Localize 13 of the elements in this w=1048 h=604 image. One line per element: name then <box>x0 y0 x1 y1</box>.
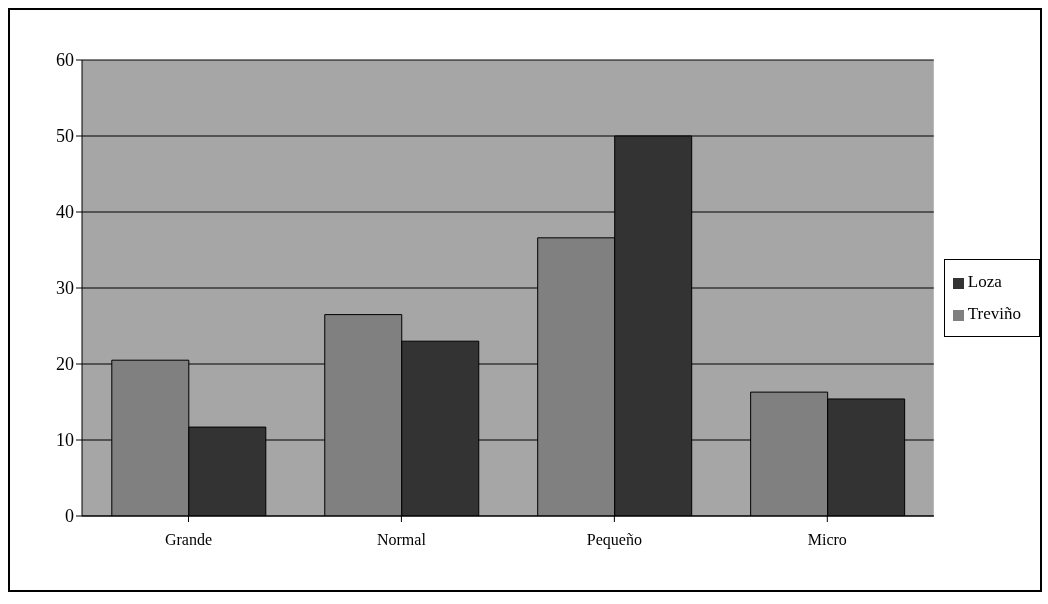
y-tick-label: 20 <box>56 354 74 375</box>
y-tick-label: 0 <box>65 506 74 527</box>
y-tick-label: 40 <box>56 202 74 223</box>
x-tick-label: Normal <box>376 531 427 549</box>
x-tick-label: Micro <box>807 531 847 549</box>
legend-label: Treviño <box>967 304 1021 323</box>
x-tick-label: Grande <box>164 531 213 549</box>
y-tick-label: 60 <box>56 50 74 71</box>
y-tick-label: 10 <box>56 430 74 451</box>
x-tick-label: Pequeño <box>586 531 642 550</box>
y-tick-label: 50 <box>56 126 74 147</box>
y-tick-label: 30 <box>56 278 74 299</box>
legend-label: Loza <box>967 272 1002 291</box>
